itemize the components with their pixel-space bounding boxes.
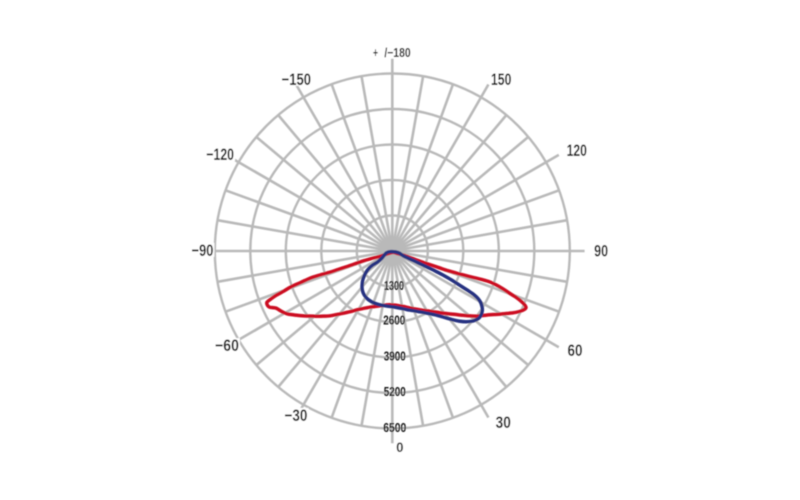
svg-text:−60: −60 xyxy=(215,336,239,355)
svg-text:120: 120 xyxy=(567,141,587,160)
svg-text:1300: 1300 xyxy=(384,278,404,293)
svg-text:−30: −30 xyxy=(285,406,308,425)
svg-text:−150: −150 xyxy=(282,70,311,89)
svg-text:60: 60 xyxy=(568,341,583,360)
svg-text:0: 0 xyxy=(396,440,403,455)
svg-text:+: + xyxy=(373,45,378,60)
svg-text:3900: 3900 xyxy=(384,348,406,363)
svg-text:2600: 2600 xyxy=(383,312,405,327)
svg-text:−90: −90 xyxy=(192,241,214,260)
svg-text:150: 150 xyxy=(491,70,511,89)
svg-text:−120: −120 xyxy=(206,145,234,164)
svg-text:90: 90 xyxy=(594,242,608,261)
svg-text:5200: 5200 xyxy=(384,384,406,399)
svg-text:30: 30 xyxy=(496,413,511,432)
svg-text:/−180: /−180 xyxy=(384,45,410,60)
svg-text:6500: 6500 xyxy=(383,420,406,435)
